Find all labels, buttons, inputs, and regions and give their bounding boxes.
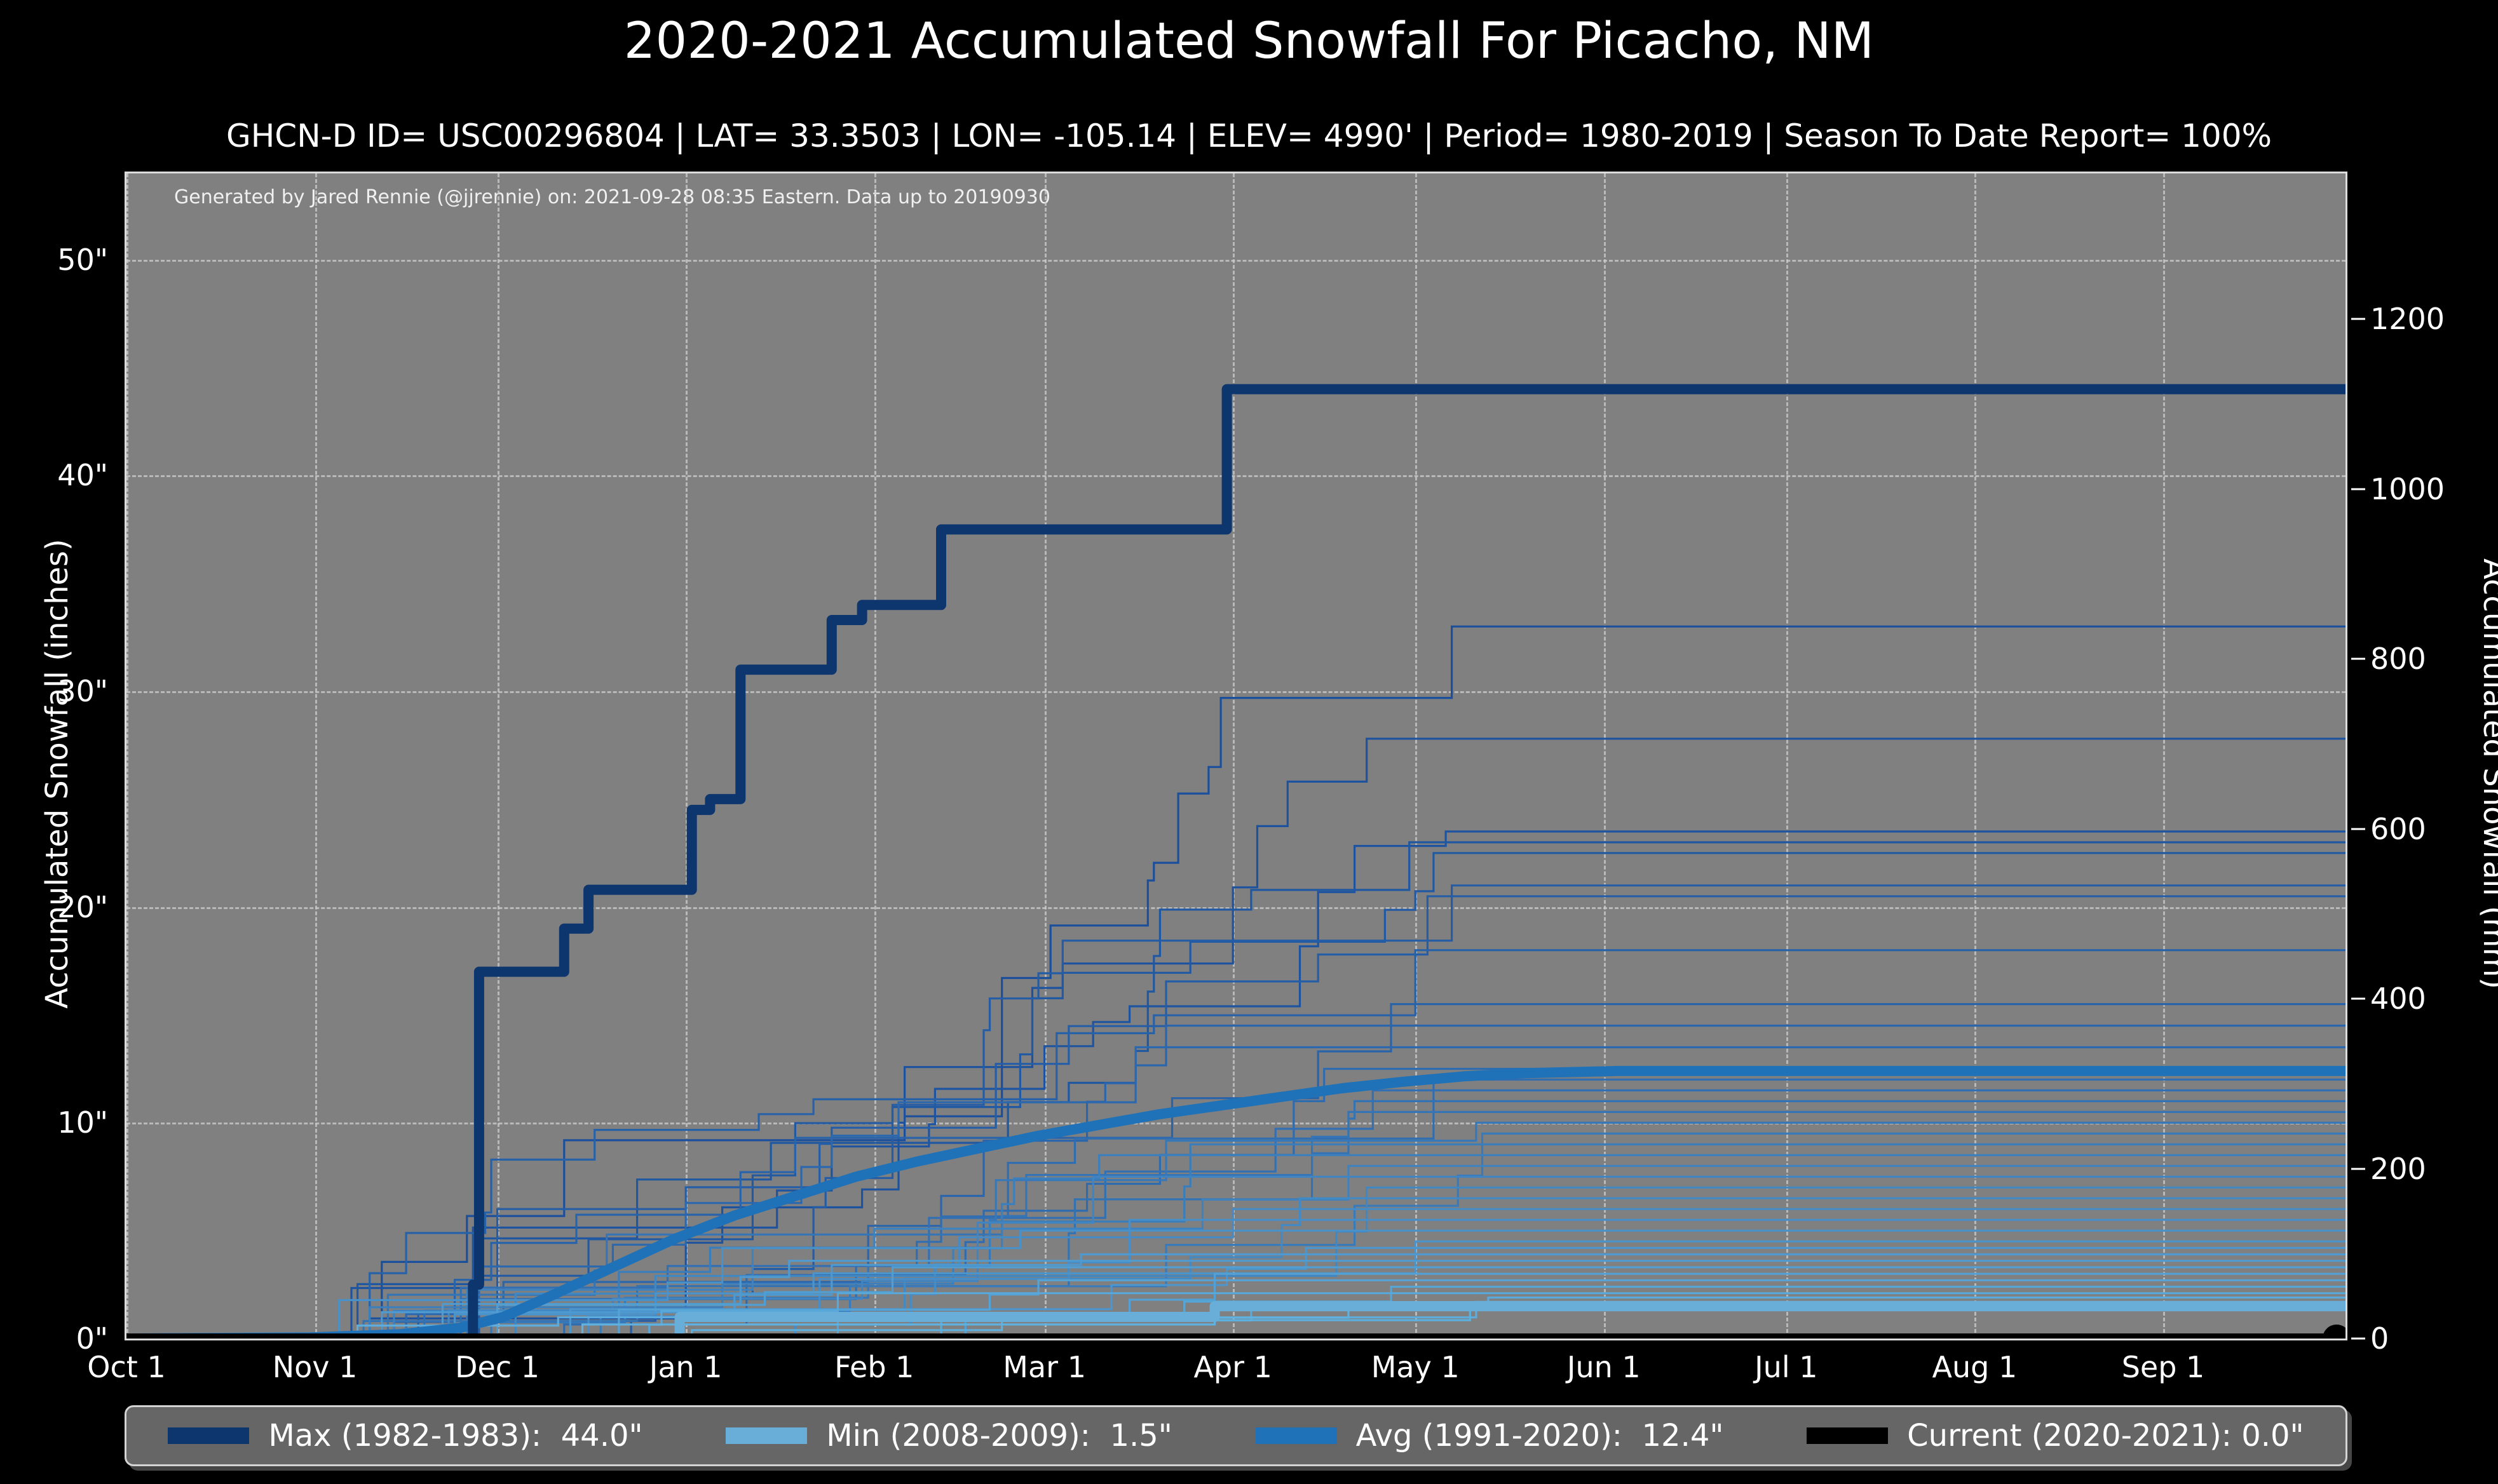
gridline-vertical — [1044, 173, 1047, 1339]
x-tick-label: Dec 1 — [455, 1350, 540, 1384]
y-tick-mark-right — [2351, 318, 2365, 320]
x-tick-label: Jan 1 — [649, 1350, 723, 1384]
legend-avg-swatch — [1255, 1427, 1337, 1444]
x-tick-label: Mar 1 — [1003, 1350, 1086, 1384]
legend-max[interactable]: Max (1982-1983): 44.0" — [168, 1418, 643, 1454]
y-tick-label-left: 20" — [57, 889, 108, 924]
historical-season-trace — [126, 1231, 2345, 1339]
page-title: 2020-2021 Accumulated Snowfall For Picac… — [623, 13, 1875, 70]
legend-current-swatch — [1807, 1427, 1889, 1444]
historical-season-trace — [126, 1267, 2345, 1339]
y-tick-label-left: 30" — [57, 674, 108, 709]
y-tick-mark-right — [2351, 1337, 2365, 1340]
historical-season-trace — [126, 853, 2345, 1339]
historical-season-trace — [126, 1220, 2345, 1339]
gridline-vertical — [1974, 173, 1977, 1339]
gridline-vertical — [2162, 173, 2165, 1339]
gridline-vertical — [686, 173, 688, 1339]
y-tick-label-right: 1200 — [2370, 302, 2445, 337]
series-line-max — [126, 389, 2345, 1339]
chart-legend: Max (1982-1983): 44.0" Min (2008-2009): 1… — [125, 1405, 2347, 1466]
historical-season-trace — [126, 832, 2345, 1339]
historical-season-trace — [126, 739, 2345, 1339]
historical-season-trace — [126, 1248, 2345, 1339]
x-tick-label: Nov 1 — [272, 1350, 358, 1384]
y-tick-mark-right — [2351, 1168, 2365, 1170]
y-tick-mark-right — [2351, 658, 2365, 660]
legend-min-label: Min (2008-2009): 1.5" — [826, 1418, 1172, 1454]
legend-current-label: Current (2020-2021): 0.0" — [1907, 1418, 2304, 1454]
legend-avg-label: Avg (1991-2020): 12.4" — [1355, 1418, 1724, 1454]
gridline-vertical — [874, 173, 876, 1339]
y-tick-mark-right — [2351, 488, 2365, 490]
x-tick-label: May 1 — [1371, 1350, 1460, 1384]
current-season-end-marker — [2323, 1325, 2345, 1339]
gridline-vertical — [1233, 173, 1235, 1339]
legend-current[interactable]: Current (2020-2021): 0.0" — [1807, 1418, 2304, 1454]
gridline-vertical — [1603, 173, 1606, 1339]
series-line-avg — [126, 1071, 2345, 1339]
historical-season-trace — [126, 842, 2345, 1339]
gridline-vertical — [497, 173, 499, 1339]
y-tick-label-right: 0 — [2370, 1321, 2389, 1356]
y-tick-label-left: 50" — [57, 242, 108, 277]
legend-max-swatch — [168, 1427, 250, 1444]
gridline-vertical — [1415, 173, 1418, 1339]
y-tick-label-right: 200 — [2370, 1151, 2426, 1186]
gridline-horizontal — [126, 1339, 2345, 1340]
y-tick-mark-right — [2351, 997, 2365, 1000]
x-tick-label: Feb 1 — [834, 1350, 914, 1384]
y-tick-label-right: 600 — [2370, 811, 2426, 846]
y-tick-label-right: 1000 — [2370, 471, 2445, 506]
historical-season-trace — [126, 1187, 2345, 1339]
historical-season-trace — [126, 1133, 2345, 1339]
x-tick-label: Sep 1 — [2121, 1350, 2205, 1384]
gridline-vertical — [126, 173, 128, 1339]
series-line-min — [126, 1306, 2345, 1339]
generated-by-annotation: Generated by Jared Rennie (@jjrennie) on… — [174, 186, 1050, 208]
y-tick-label-left: 10" — [57, 1105, 108, 1140]
x-tick-label: Oct 1 — [87, 1350, 166, 1384]
plot-area: Generated by Jared Rennie (@jjrennie) on… — [125, 172, 2347, 1340]
x-tick-label: Jul 1 — [1755, 1350, 1818, 1384]
legend-min[interactable]: Min (2008-2009): 1.5" — [726, 1418, 1172, 1454]
x-tick-label: Jun 1 — [1566, 1350, 1641, 1384]
historical-traces-layer — [126, 626, 2345, 1339]
gridline-vertical — [315, 173, 317, 1339]
y-tick-label-left: 0" — [76, 1321, 108, 1356]
y-tick-mark-right — [2351, 828, 2365, 830]
gridline-horizontal — [126, 475, 2345, 478]
historical-season-trace — [126, 950, 2345, 1339]
y-tick-label-right: 400 — [2370, 981, 2426, 1016]
y-tick-label-left: 40" — [57, 458, 108, 493]
x-tick-label: Aug 1 — [1932, 1350, 2018, 1384]
gridline-horizontal — [126, 691, 2345, 694]
historical-season-trace — [126, 626, 2345, 1339]
chart-subtitle: GHCN-D ID= USC00296804 | LAT= 33.3503 | … — [226, 118, 2272, 154]
gridline-horizontal — [126, 259, 2345, 262]
historical-season-trace — [126, 896, 2345, 1339]
gridline-horizontal — [126, 907, 2345, 909]
gridline-horizontal — [126, 1123, 2345, 1125]
y-tick-label-right: 800 — [2370, 642, 2426, 677]
main-series-layer — [126, 389, 2345, 1339]
x-tick-label: Apr 1 — [1193, 1350, 1272, 1384]
legend-min-swatch — [726, 1427, 808, 1444]
gridline-vertical — [1786, 173, 1788, 1339]
legend-max-label: Max (1982-1983): 44.0" — [268, 1418, 643, 1454]
y-axis-label-right: Accumulated Snowfall (mm) — [2476, 558, 2498, 989]
chart-svg — [126, 173, 2345, 1339]
legend-avg[interactable]: Avg (1991-2020): 12.4" — [1255, 1418, 1724, 1454]
